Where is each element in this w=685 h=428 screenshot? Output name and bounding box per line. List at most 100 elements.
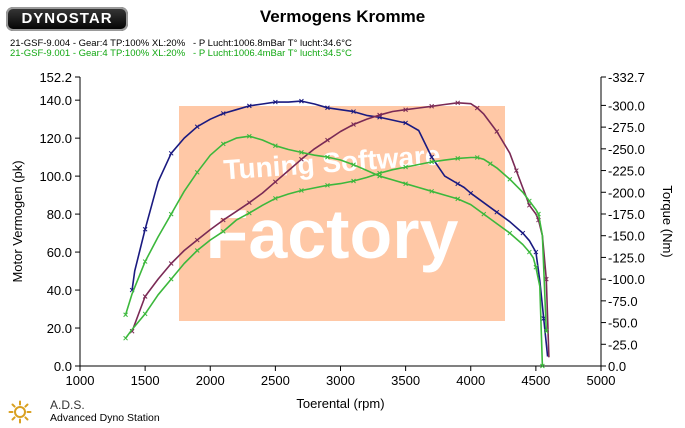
x-axis-label: Toerental (rpm): [296, 396, 384, 411]
series-point-4: [543, 328, 549, 334]
series-line-2: [131, 102, 550, 358]
series-point-1: [520, 230, 526, 236]
series-point-4: [474, 155, 480, 160]
y2-tick-label: -125.0: [608, 250, 645, 265]
series-point-3: [168, 211, 174, 217]
x-tick-label: 4000: [456, 373, 485, 388]
x-tick-label: 3500: [391, 373, 420, 388]
series-point-1: [403, 120, 408, 126]
series-point-2: [246, 200, 252, 206]
series-point-4: [351, 178, 356, 184]
y2-tick-label: -175.0: [608, 207, 645, 222]
series-point-1: [142, 226, 148, 232]
series-point-3: [246, 133, 252, 139]
series-point-1: [194, 124, 200, 130]
x-tick-label: 2000: [196, 373, 225, 388]
series-point-2: [474, 105, 480, 111]
chart-title: Vermogens Kromme: [259, 7, 426, 26]
series-point-3: [403, 181, 408, 187]
x-tick-label: 4500: [521, 373, 550, 388]
series-point-4: [123, 335, 128, 341]
series-point-4: [487, 161, 493, 166]
y2-tick-label: -332.7: [608, 70, 645, 85]
watermark-line2: Factory: [206, 195, 459, 273]
y2-tick-label: -50.0: [608, 316, 638, 331]
dynostar-logo: DYNOSTAR: [6, 7, 128, 31]
y2-tick-label: -275.0: [608, 120, 645, 135]
y2-tick-label: -25.0: [608, 337, 638, 352]
y2-axis-label: Torque (Nm): [660, 185, 675, 257]
series-point-4: [299, 188, 304, 193]
series-point-3: [142, 259, 148, 264]
y-axis-label: Motor Vermogen (pk): [10, 160, 25, 282]
y2-tick-label: -150.0: [608, 229, 645, 244]
y2-tick-label: -75.0: [608, 294, 638, 309]
series-point-1: [533, 249, 539, 255]
series-line-1: [131, 100, 549, 357]
y2-tick-label: -300.0: [608, 98, 645, 113]
series-point-2: [351, 122, 356, 127]
series-point-3: [220, 141, 226, 147]
series-point-3: [325, 154, 330, 160]
series-point-4: [527, 198, 532, 204]
series-point-3: [481, 211, 487, 217]
y-tick-label: 140.0: [39, 93, 72, 108]
y2-tick-label: 0.0: [608, 359, 626, 374]
series-point-3: [540, 363, 545, 369]
series-point-1: [220, 111, 226, 116]
series-point-2: [142, 294, 148, 299]
y2-tick-label: -225.0: [608, 164, 645, 179]
y2-tick-label: -200.0: [608, 185, 645, 200]
series-point-1: [273, 99, 278, 105]
y-tick-label: 80.0: [47, 207, 72, 222]
series-point-3: [351, 162, 356, 168]
run-legend-2: 21-GSF-9.001 - Gear:4 TP:100% XL:20% - P…: [10, 48, 352, 59]
series-point-1: [325, 105, 330, 111]
series-point-1: [494, 209, 500, 215]
series-point-4: [220, 229, 226, 234]
series-point-3: [527, 249, 532, 255]
sun-gear-icon: [8, 400, 32, 424]
x-tick-label: 5000: [587, 373, 616, 388]
series-point-4: [194, 248, 200, 253]
series-point-4: [403, 164, 408, 170]
x-tick-label: 2500: [261, 373, 290, 388]
series-point-2: [403, 107, 408, 113]
ads-subtitle: Advanced Dyno Station: [50, 412, 160, 424]
series-point-2: [273, 179, 278, 185]
series-point-2: [513, 168, 519, 173]
series-point-2: [325, 137, 330, 143]
y-tick-label: 100.0: [39, 169, 72, 184]
series-point-4: [429, 159, 435, 165]
series-point-4: [536, 211, 541, 217]
x-tick-label: 3000: [326, 373, 355, 388]
y-tick-label: 0.0: [54, 359, 72, 374]
y2-tick-label: -100.0: [608, 272, 645, 287]
ads-name: A.D.S.: [50, 398, 85, 412]
series-point-2: [299, 156, 304, 162]
series-point-4: [455, 156, 461, 161]
series-point-2: [168, 261, 174, 266]
y-tick-label: 40.0: [47, 283, 72, 298]
run-legend-1: 21-GSF-9.004 - Gear:4 TP:100% XL:20% - P…: [10, 38, 352, 49]
series-point-2: [220, 217, 226, 223]
series-point-3: [273, 143, 278, 149]
ads-footer: A.D.S. Advanced Dyno Station: [6, 398, 176, 426]
series-point-2: [194, 237, 200, 243]
series-point-1: [468, 190, 474, 196]
series-point-4: [325, 182, 330, 188]
series-point-4: [377, 170, 382, 176]
series-point-1: [351, 109, 356, 114]
series-point-4: [507, 176, 513, 182]
series-point-1: [429, 154, 435, 160]
x-tick-label: 1500: [131, 373, 160, 388]
series-point-2: [429, 103, 435, 109]
series-point-2: [377, 112, 382, 118]
series-point-3: [507, 230, 513, 236]
series-point-3: [299, 150, 304, 155]
series-point-3: [533, 264, 539, 270]
series-point-4: [273, 195, 278, 201]
series-line-4: [124, 156, 548, 339]
